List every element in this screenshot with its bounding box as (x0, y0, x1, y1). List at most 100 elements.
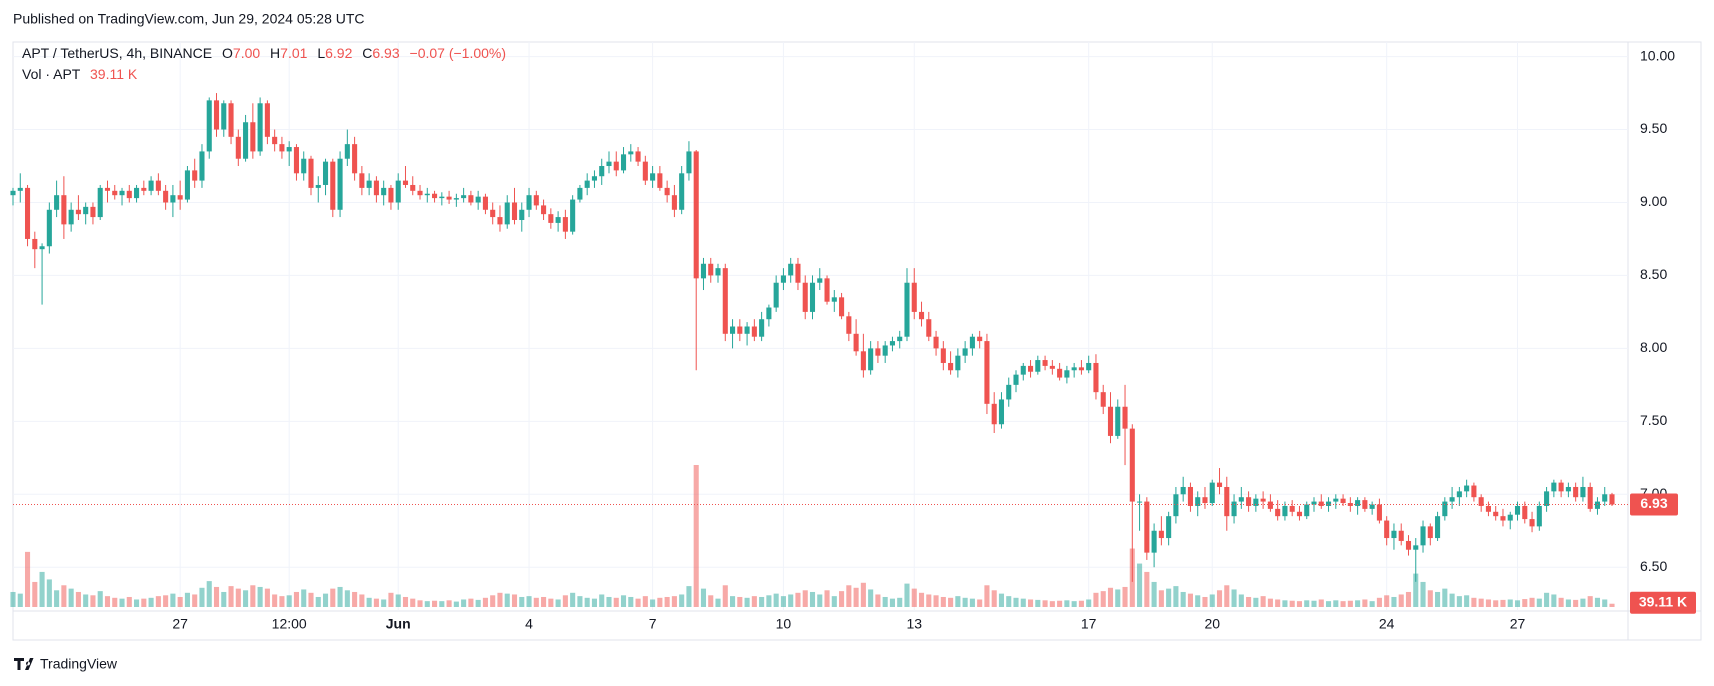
volume-bar (1536, 598, 1542, 607)
candle-body (1129, 428, 1135, 502)
candle-body (352, 144, 358, 174)
volume-bar (1500, 599, 1506, 607)
volume-bar (1514, 600, 1521, 607)
volume-bar (1209, 594, 1215, 607)
volume-bar (948, 597, 954, 607)
volume-bar (577, 596, 583, 607)
candle-body (998, 399, 1005, 425)
volume-bar (1362, 599, 1368, 607)
candle-body (1064, 370, 1070, 378)
candle-body (308, 158, 314, 188)
volume-bar (1449, 593, 1455, 607)
volume-bar (104, 596, 111, 607)
volume-bar (715, 598, 721, 607)
ohlc-value: 7.01 (280, 45, 307, 61)
candle-body (759, 319, 765, 337)
candle-body (526, 195, 532, 210)
volume-bar (766, 595, 772, 607)
volume-bar (213, 586, 220, 607)
candle-body (184, 170, 190, 200)
volume-bar (24, 551, 31, 607)
x-tick-label: 27 (1510, 616, 1526, 632)
candle-body (948, 362, 954, 371)
volume-bar (1464, 595, 1470, 607)
volume-bar (1384, 595, 1390, 607)
candle-body (1442, 501, 1448, 517)
candle-body (897, 336, 903, 342)
candle-body (1071, 367, 1077, 371)
volume-bar (1267, 598, 1273, 607)
candle-body (940, 348, 946, 363)
candle-body (134, 187, 140, 199)
volume-bar (1507, 599, 1513, 607)
ohlc-label: H (270, 45, 280, 61)
candle-body (206, 100, 212, 152)
ohlc-value: 6.92 (325, 45, 352, 61)
volume-legend: Vol · APT 39.11 K (22, 66, 138, 82)
candle-body (795, 263, 801, 283)
candle-body (766, 307, 772, 320)
volume-bar (490, 595, 496, 607)
volume-bar (1231, 589, 1237, 607)
candle-body (657, 173, 663, 188)
volume-bar (250, 585, 256, 607)
candle-body (293, 147, 300, 174)
volume-bar (432, 600, 438, 607)
candle-body (1180, 486, 1186, 495)
candle-body (126, 190, 132, 199)
candle-body (1144, 501, 1150, 553)
volume-bar (650, 599, 656, 607)
candle-body (337, 158, 343, 210)
volume-bar (337, 586, 343, 607)
candle-body (1391, 530, 1397, 539)
volume-bar (475, 599, 481, 607)
volume-bar (1391, 596, 1397, 607)
candle-body (322, 161, 329, 185)
candle-body (642, 161, 648, 181)
volume-bar (1522, 599, 1528, 607)
volume-bar (141, 598, 147, 607)
candle-body (1246, 497, 1252, 506)
x-tick-label: 4 (525, 616, 533, 632)
candle-body (1587, 486, 1593, 509)
candle-body (17, 187, 23, 191)
candle-body (991, 403, 997, 425)
volume-bar (686, 586, 692, 607)
volume-bar (1333, 600, 1339, 607)
volume-bar (75, 591, 81, 607)
candle-body (381, 187, 387, 196)
candle-body (1166, 516, 1172, 539)
volume-bar (969, 598, 975, 607)
volume-bar (17, 593, 23, 607)
volume-bar (533, 597, 539, 607)
candle-body (235, 136, 241, 159)
candle-body (1318, 501, 1324, 506)
volume-bar (235, 588, 241, 607)
candle-body (373, 180, 379, 196)
volume-bar (918, 592, 925, 607)
volume-bar (381, 599, 387, 607)
volume-bar (97, 591, 103, 607)
volume-bar (402, 596, 409, 607)
candle-body (519, 209, 525, 220)
volume-bar (1064, 600, 1070, 607)
candle-body (68, 209, 74, 225)
candle-body (1435, 516, 1441, 539)
volume-bar (817, 594, 823, 607)
x-tick-label: 24 (1379, 616, 1395, 632)
volume-bar (134, 599, 140, 607)
volume-bar (1529, 597, 1535, 607)
volume-bar (693, 465, 699, 607)
x-tick-label: 17 (1081, 616, 1097, 632)
y-tick-label: 9.00 (1640, 193, 1667, 209)
candle-body (1057, 368, 1063, 378)
candle-body (402, 180, 409, 185)
candle-body (1398, 530, 1404, 541)
volume-bar (417, 600, 423, 607)
candle-body (1311, 501, 1317, 505)
grid (13, 42, 1628, 611)
volume-bar (468, 598, 474, 607)
volume-bar (126, 596, 132, 607)
header: APT / TetherUS, 4h, BINANCE O7.00 H7.01 … (22, 45, 506, 82)
volume-bar (293, 591, 300, 607)
